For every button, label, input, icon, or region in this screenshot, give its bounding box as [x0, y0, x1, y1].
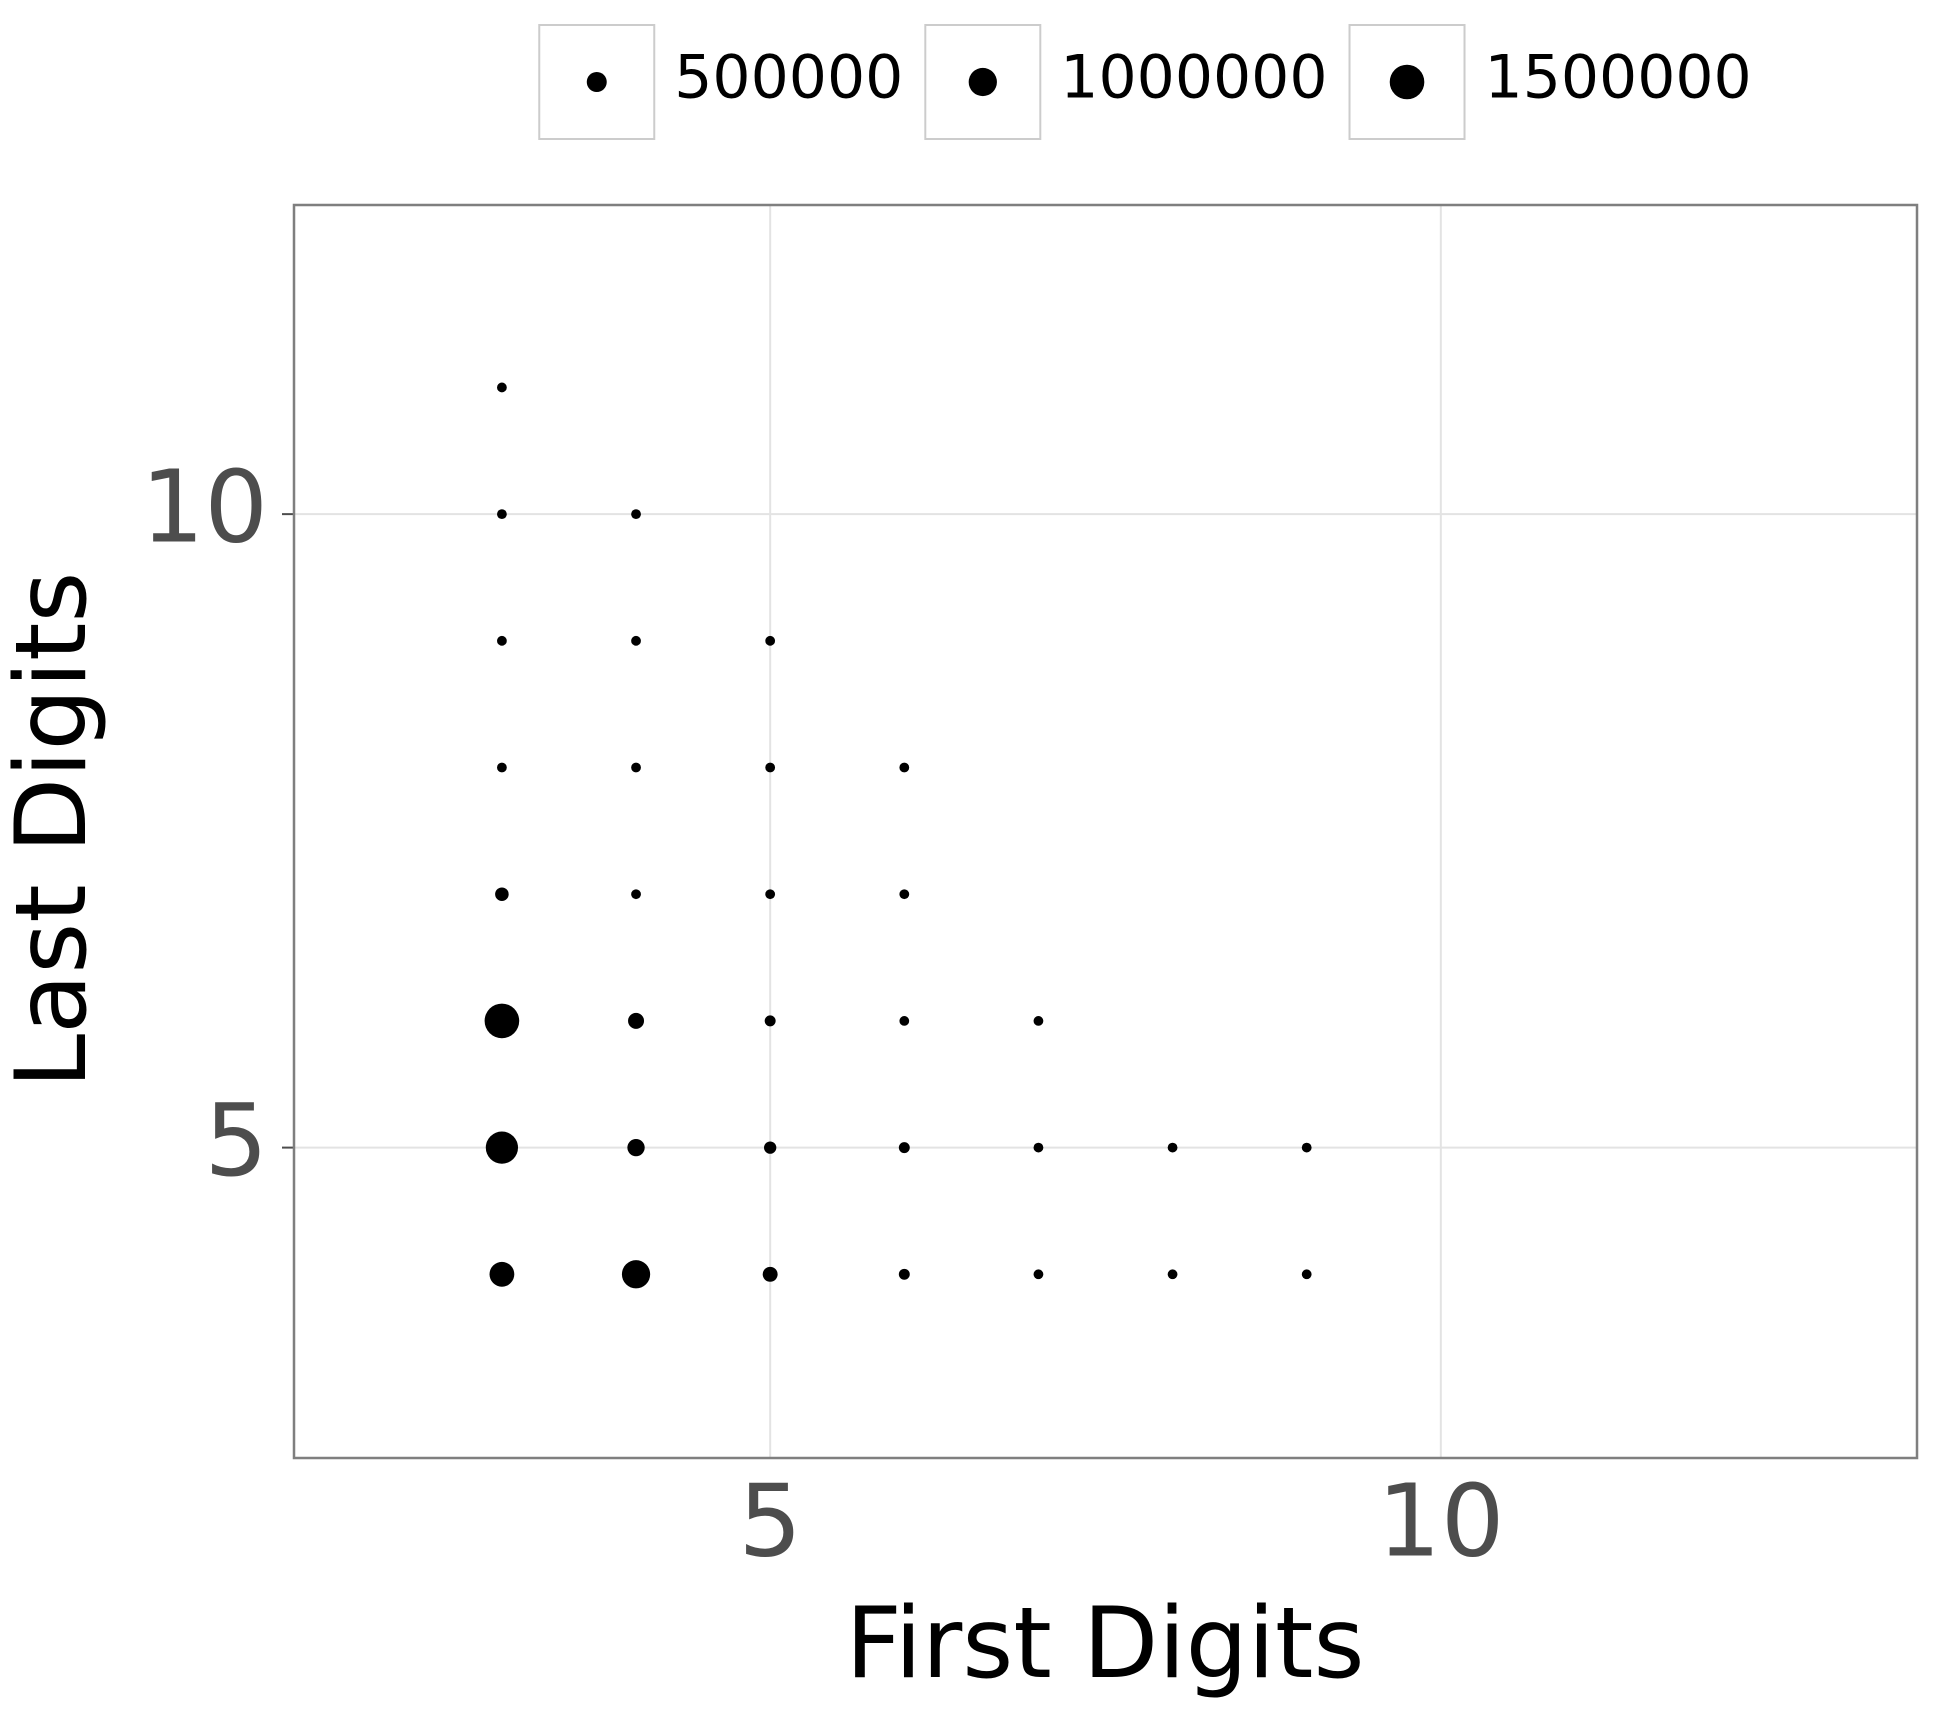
point: [628, 1012, 645, 1029]
x-tick-label: 5: [738, 1462, 802, 1579]
point: [899, 762, 910, 773]
point: [489, 1261, 515, 1287]
point: [631, 635, 641, 646]
point: [899, 889, 910, 900]
point: [497, 762, 507, 773]
point: [1301, 1142, 1312, 1153]
point: [1033, 1269, 1044, 1280]
point: [497, 382, 507, 393]
legend-label: 1000000: [1060, 43, 1327, 113]
point: [1033, 1016, 1044, 1026]
point: [627, 1138, 645, 1157]
point: [1301, 1269, 1312, 1280]
point: [899, 1016, 910, 1026]
point: [898, 1142, 910, 1154]
y-tick-label: 5: [204, 1082, 268, 1199]
legend-symbol: [586, 72, 607, 92]
y-axis-title: Last Digits: [0, 572, 109, 1089]
plot-background: [294, 205, 1917, 1458]
point: [1167, 1269, 1178, 1280]
point: [631, 889, 641, 900]
x-tick-label: 10: [1377, 1462, 1504, 1579]
x-axis-title: First Digits: [846, 1587, 1365, 1701]
point: [495, 887, 509, 901]
point: [631, 762, 641, 773]
legend-label: 500000: [674, 43, 903, 113]
point: [631, 509, 641, 520]
legend-symbol: [968, 67, 997, 97]
point: [898, 1268, 910, 1280]
point: [762, 1266, 778, 1282]
point: [764, 1015, 776, 1027]
legend-label: 1500000: [1485, 43, 1752, 113]
point: [1167, 1142, 1178, 1153]
point: [765, 635, 776, 646]
point: [765, 889, 776, 900]
point: [497, 635, 507, 646]
point: [1033, 1142, 1044, 1153]
plot-border: [292, 203, 1919, 1460]
point: [621, 1260, 651, 1289]
legend-symbol: [1389, 64, 1425, 100]
point: [484, 1003, 520, 1039]
point: [497, 509, 507, 520]
point: [485, 1131, 519, 1164]
y-tick-label: 10: [141, 448, 268, 565]
point: [765, 762, 776, 773]
point: [764, 1141, 777, 1154]
